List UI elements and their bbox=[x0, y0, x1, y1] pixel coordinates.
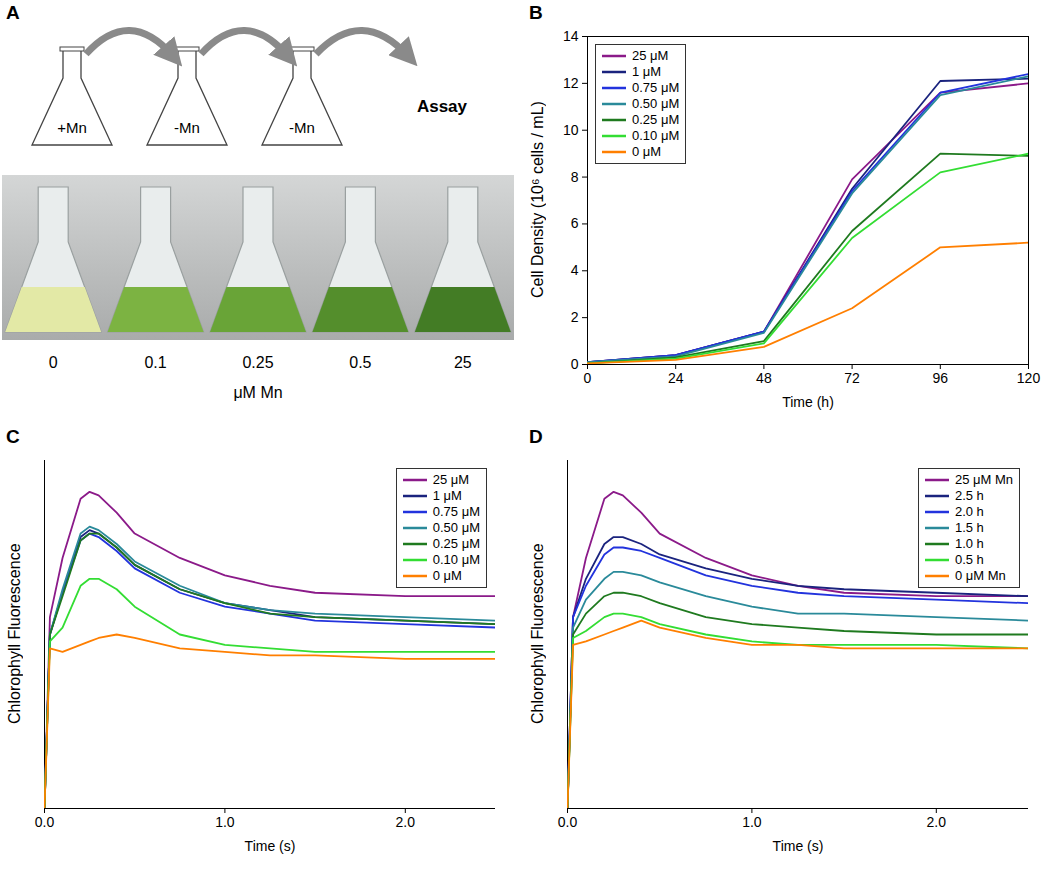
svg-text:2.0: 2.0 bbox=[396, 814, 416, 830]
svg-text:-Mn: -Mn bbox=[174, 119, 200, 136]
html-text:0.75 μM: 0.75 μM bbox=[432, 504, 480, 519]
html-text:0.10 μM: 0.10 μM bbox=[632, 128, 680, 143]
html-text:0 μM Mn: 0 μM Mn bbox=[954, 568, 1006, 583]
svg-text:72: 72 bbox=[844, 370, 860, 386]
svg-text:1.0: 1.0 bbox=[742, 814, 762, 830]
svg-text:6: 6 bbox=[571, 215, 579, 231]
html-text:0 μM: 0 μM bbox=[632, 144, 662, 159]
svg-text:0.0: 0.0 bbox=[558, 814, 578, 830]
svg-text:0.5: 0.5 bbox=[349, 354, 371, 371]
html-text:0.10 μM: 0.10 μM bbox=[432, 552, 480, 567]
svg-text:0: 0 bbox=[49, 354, 58, 371]
html-text:25 μM Mn: 25 μM Mn bbox=[954, 472, 1013, 487]
html-text:D: D bbox=[529, 426, 543, 447]
html-text:0.5 h: 0.5 h bbox=[954, 552, 984, 567]
svg-text:0: 0 bbox=[584, 370, 592, 386]
html-text:C: C bbox=[6, 426, 20, 447]
html-text:Chlorophyll Fluorescence: Chlorophyll Fluorescence bbox=[6, 543, 23, 725]
svg-text:Time (s): Time (s) bbox=[245, 838, 296, 854]
html-text:0.25 μM: 0.25 μM bbox=[632, 112, 680, 127]
svg-text:Time (h): Time (h) bbox=[782, 394, 834, 410]
html-text:Chlorophyll Fluorescence: Chlorophyll Fluorescence bbox=[529, 543, 546, 725]
html-text:0.75 μM: 0.75 μM bbox=[632, 80, 680, 95]
svg-text:12: 12 bbox=[563, 75, 579, 91]
svg-text:25: 25 bbox=[454, 354, 472, 371]
html-text:1 μM: 1 μM bbox=[632, 64, 662, 79]
svg-text:1.0: 1.0 bbox=[215, 814, 235, 830]
html-text:1.5 h: 1.5 h bbox=[954, 520, 984, 535]
html-text:2.0 h: 2.0 h bbox=[954, 504, 984, 519]
html-text:B: B bbox=[529, 2, 543, 23]
svg-text:8: 8 bbox=[571, 169, 579, 185]
svg-text:4: 4 bbox=[571, 262, 579, 278]
svg-text:96: 96 bbox=[933, 370, 949, 386]
html-text:25 μM: 25 μM bbox=[632, 48, 669, 63]
html-text:A: A bbox=[6, 2, 20, 23]
svg-text:Time (s): Time (s) bbox=[773, 838, 824, 854]
svg-text:2: 2 bbox=[571, 309, 579, 325]
html-text:0.50 μM: 0.50 μM bbox=[632, 96, 680, 111]
svg-text:10: 10 bbox=[563, 122, 579, 138]
svg-text:120: 120 bbox=[1017, 370, 1041, 386]
html-text:1.0 h: 1.0 h bbox=[954, 536, 984, 551]
svg-text:0.0: 0.0 bbox=[35, 814, 55, 830]
svg-text:14: 14 bbox=[563, 28, 579, 44]
html-text:0 μM: 0 μM bbox=[432, 568, 462, 583]
html-text:Cell Density (10⁶ cells / mL): Cell Density (10⁶ cells / mL) bbox=[529, 101, 546, 299]
html-text:1 μM: 1 μM bbox=[432, 488, 462, 503]
html-text:0.50 μM: 0.50 μM bbox=[432, 520, 480, 535]
html-text:2.5 h: 2.5 h bbox=[954, 488, 984, 503]
svg-text:Assay: Assay bbox=[417, 97, 468, 116]
html-text:0.25 μM: 0.25 μM bbox=[432, 536, 480, 551]
svg-text:-Mn: -Mn bbox=[289, 119, 315, 136]
svg-text:0: 0 bbox=[571, 356, 579, 372]
svg-text:0.25: 0.25 bbox=[242, 354, 273, 371]
svg-text:48: 48 bbox=[756, 370, 772, 386]
svg-text:+Mn: +Mn bbox=[57, 119, 87, 136]
svg-text:2.0: 2.0 bbox=[927, 814, 947, 830]
svg-text:24: 24 bbox=[668, 370, 684, 386]
html-text:25 μM: 25 μM bbox=[432, 472, 470, 487]
svg-text:μM Mn: μM Mn bbox=[233, 384, 282, 401]
svg-text:0.1: 0.1 bbox=[144, 354, 166, 371]
